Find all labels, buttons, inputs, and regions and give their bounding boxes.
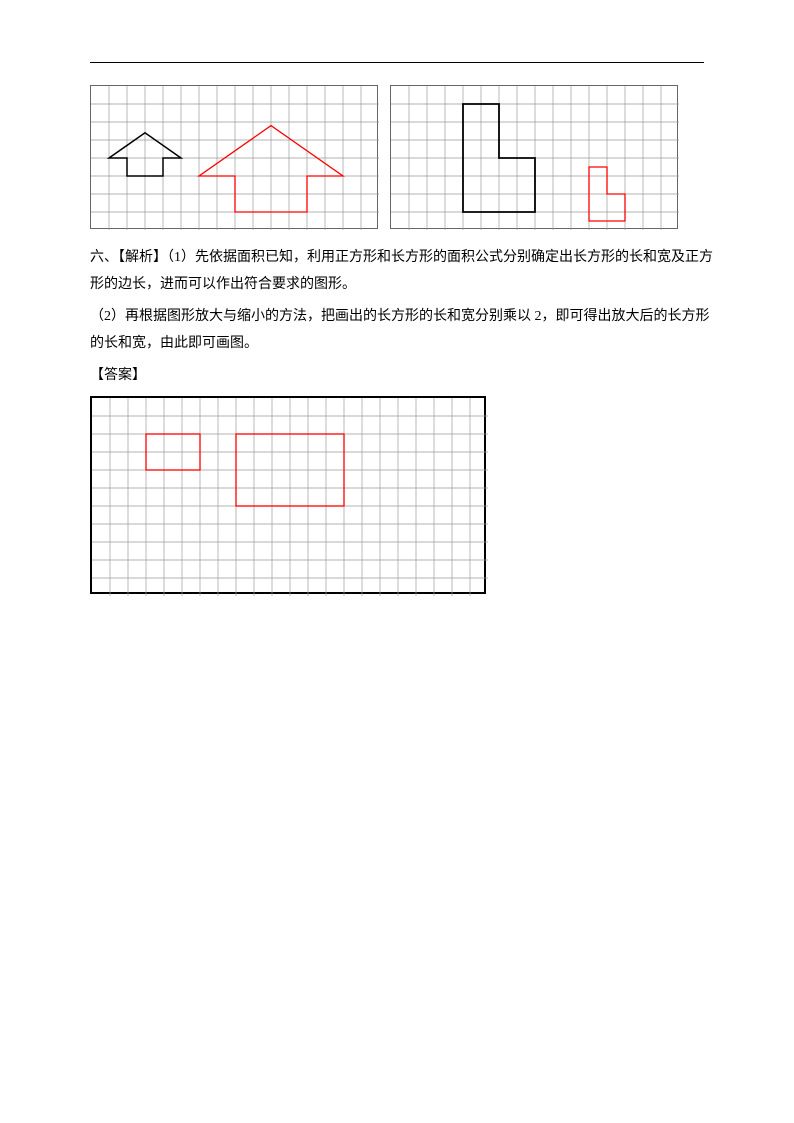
grid-left-arrows [90,85,378,229]
diagram-row-1 [90,85,714,229]
grid-answer-rectangles [90,396,486,594]
analysis-text-2: （2）再根据图形放大与缩小的方法，把画出的长方形的长和宽分别乘以 2，即可得出放… [90,304,714,357]
answer-label: 【答案】 [90,363,714,390]
analysis-text-1: 六、【解析】（1）先依据面积已知，利用正方形和长方形的面积公式分别确定出长方形的… [90,245,714,298]
grid-right-shapes [390,85,678,229]
top-rule [90,62,704,63]
